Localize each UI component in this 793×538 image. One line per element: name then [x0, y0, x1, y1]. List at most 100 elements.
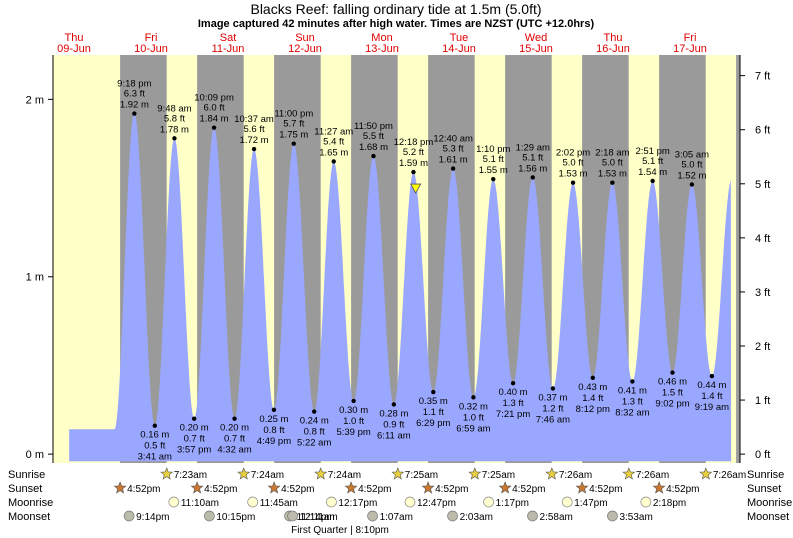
moonset-icon: [204, 510, 215, 522]
tide-ft-label: 1.2 ft: [542, 403, 563, 414]
tide-ft-label: 0.5 ft: [144, 441, 165, 452]
tide-ft-label: 0.8 ft: [263, 425, 284, 436]
tide-point: [152, 423, 158, 428]
tide-time-label: 6:11 am: [377, 430, 411, 441]
sunrise-time: 7:26am: [636, 470, 669, 481]
tide-m-label: 0.28 m: [379, 408, 408, 419]
tide-m-label: 0.24 m: [300, 416, 329, 427]
current-level-marker: [410, 183, 422, 194]
tide-time-label: 5:39 pm: [336, 427, 370, 438]
tide-point: [689, 182, 695, 187]
moonset-time: 2:03am: [460, 512, 493, 523]
tide-ft-label: 5.0 ft: [681, 159, 702, 170]
sunrise-time: 7:24am: [328, 470, 361, 481]
moonrise-time: 1:17pm: [496, 498, 529, 509]
sunset-time: 4:52pm: [204, 484, 237, 495]
tide-ft-label: 6.0 ft: [204, 103, 225, 114]
moonrise-time: 12:17pm: [338, 498, 377, 509]
tide-m-label: 1.61 m: [439, 155, 468, 166]
tide-ft-label: 5.0 ft: [562, 158, 583, 169]
tide-ft-label: 1.0 ft: [343, 416, 364, 427]
day-date: 15-Jun: [519, 43, 553, 55]
sunset-icon: [190, 481, 204, 494]
day-name: Thu: [604, 32, 623, 44]
tide-point: [291, 141, 296, 146]
tide-point: [450, 166, 456, 171]
tide-point: [709, 373, 715, 379]
tide-m-label: 0.35 m: [419, 396, 448, 407]
tide-time-label: 3:41 am: [138, 452, 172, 463]
tide-m-label: 1.56 m: [518, 163, 547, 174]
tide-m-label: 1.84 m: [200, 114, 229, 125]
sunrise-icon: [545, 467, 559, 480]
tide-m-label: 0.30 m: [339, 405, 368, 416]
sunset-time: 4:52pm: [512, 484, 545, 495]
tide-time-label: 2:18 am: [595, 148, 629, 159]
tide-m-label: 1.78 m: [160, 124, 189, 135]
tide-ft-label: 1.0 ft: [463, 412, 484, 423]
right-tick-label: 4 ft: [755, 233, 770, 245]
tide-ft-label: 5.6 ft: [243, 124, 264, 135]
left-tick-label: 2 m: [26, 94, 44, 106]
sunset-time: 4:52pm: [358, 484, 391, 495]
tide-time-label: 9:02 pm: [655, 399, 689, 410]
tide-point: [650, 178, 655, 184]
tide-time-label: 9:19 am: [695, 402, 729, 413]
tide-ft-label: 5.3 ft: [443, 144, 464, 155]
sunset-time: 4:52pm: [127, 484, 160, 495]
tide-m-label: 0.20 m: [220, 423, 249, 434]
sunrise-time: 7:24am: [251, 470, 284, 481]
sunrise-time: 7:26am: [713, 470, 746, 481]
sunrise-icon: [622, 467, 636, 480]
tide-time-label: 9:48 am: [157, 103, 191, 114]
tide-time-label: 2:02 pm: [556, 148, 590, 159]
tide-m-label: 1.65 m: [319, 147, 348, 158]
tide-point: [471, 395, 476, 400]
tide-m-label: 1.53 m: [559, 169, 588, 180]
night-band: [736, 55, 740, 463]
sunrise-time: 7:26am: [559, 470, 592, 481]
sunset-time: 4:52pm: [281, 484, 314, 495]
tide-time-label: 1:10 pm: [476, 144, 510, 155]
tide-ft-label: 0.7 ft: [224, 434, 245, 445]
sunset-time: 4:52pm: [589, 484, 622, 495]
moonrise-time: 1:47pm: [574, 498, 607, 509]
moonrise-icon: [561, 496, 573, 508]
moonrise-icon: [640, 496, 652, 508]
tide-ft-label: 0.8 ft: [304, 427, 325, 438]
tide-ft-label: 1.4 ft: [701, 391, 722, 402]
right-tick-label: 1 ft: [755, 395, 770, 407]
moonset-icon: [607, 510, 618, 522]
tide-ft-label: 5.7 ft: [283, 119, 304, 130]
tide-ft-label: 0.9 ft: [383, 419, 404, 430]
tide-m-label: 0.43 m: [578, 382, 607, 393]
moonrise-icon: [326, 496, 337, 508]
sunrise-row-label-right: Sunrise: [747, 469, 784, 481]
sunrise-time: 7:25am: [482, 470, 515, 481]
tide-time-label: 7:21 pm: [496, 409, 530, 420]
tide-time-label: 12:18 pm: [394, 137, 434, 148]
tide-m-label: 1.53 m: [598, 169, 627, 180]
moonrise-time: 12:47pm: [417, 498, 456, 509]
tide-point: [371, 153, 376, 159]
sunrise-icon: [468, 467, 482, 480]
tide-time-label: 9:18 pm: [117, 79, 151, 90]
tide-time-label: 3:57 pm: [177, 445, 211, 456]
sunset-icon: [498, 481, 512, 494]
tide-m-label: 0.44 m: [697, 380, 726, 391]
tide-ft-label: 5.4 ft: [323, 136, 344, 147]
tide-time-label: 3:05 am: [675, 149, 709, 160]
right-tick-label: 3 ft: [755, 287, 770, 299]
moonrise-time: 11:45am: [260, 498, 298, 509]
moonset-row-label-right: Moonset: [747, 511, 789, 523]
sunset-icon: [344, 481, 358, 494]
left-tick-label: 0 m: [26, 449, 44, 461]
moon-phase-label: First Quarter | 8:10pm: [291, 525, 389, 536]
tide-time-label: 6:29 pm: [416, 418, 450, 429]
tide-point: [312, 409, 317, 414]
tide-m-label: 0.41 m: [618, 385, 647, 396]
tide-m-label: 0.16 m: [140, 430, 169, 441]
moonset-time: 10:15pm: [216, 512, 255, 523]
sunset-icon: [652, 481, 666, 494]
